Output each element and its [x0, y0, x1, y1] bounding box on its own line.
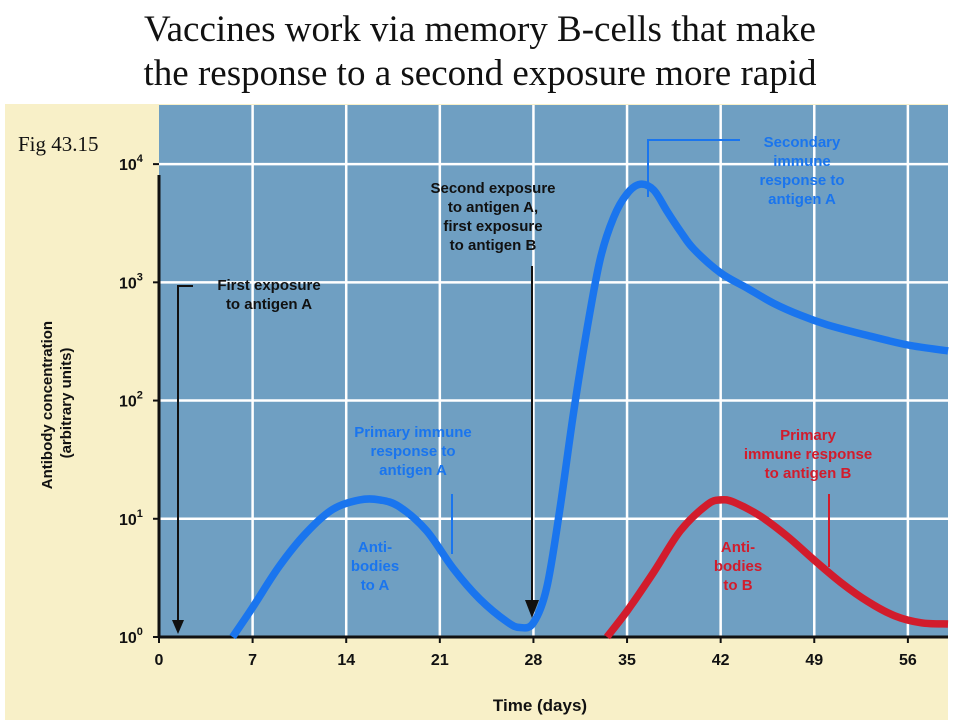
- x-tick-label: 56: [899, 652, 917, 669]
- secondary-response-label-line: antigen A: [768, 191, 836, 208]
- y-tick-label: 104: [119, 153, 144, 174]
- second-exposure-label-line: to antigen A,: [448, 199, 538, 216]
- x-tick-label: 21: [431, 652, 449, 669]
- x-tick-label: 42: [712, 652, 730, 669]
- secondary-response-label-line: Secondary: [764, 134, 841, 151]
- primary-response-a-label-line: response to: [370, 443, 455, 460]
- x-tick-label: 0: [155, 652, 164, 669]
- antibodies-b-label-line: to B: [723, 577, 752, 594]
- x-axis-label: Time (days): [493, 696, 587, 715]
- antibodies-b-label-line: Anti-: [721, 539, 755, 556]
- series-line-antigen-a: [229, 180, 949, 640]
- primary-response-b-label-line: immune response: [744, 446, 872, 463]
- tick-labels: 0 7 14 21 28 35 42 49 56 100 101 102 103 104: [119, 153, 917, 669]
- antibodies-a-label-line: bodies: [351, 558, 399, 575]
- antibodies-b-label-line: bodies: [714, 558, 762, 575]
- secondary-response-label-line: response to: [759, 172, 844, 189]
- grid-lines: [159, 105, 948, 637]
- title-line-2: the response to a second exposure more r…: [143, 53, 817, 94]
- y-axis-label-line-2: (arbitrary units): [58, 348, 75, 459]
- y-tick-label: 103: [119, 271, 143, 292]
- secondary-response-label-line: immune: [773, 153, 831, 170]
- secondary-response-pointer: [647, 139, 740, 197]
- axes: [157, 175, 948, 639]
- first-exposure-arrow: [177, 285, 193, 622]
- antibodies-a-label-line: Anti-: [358, 539, 392, 556]
- second-exposure-label-line: Second exposure: [430, 180, 555, 197]
- first-exposure-label-line: First exposure: [217, 277, 320, 294]
- y-tick-label: 100: [119, 626, 143, 647]
- x-tick-label: 49: [805, 652, 823, 669]
- first-exposure-label-line: to antigen A: [226, 296, 312, 313]
- annotations: First exposure to antigen A Second exposur…: [172, 134, 872, 634]
- series-line-antigen-b: [604, 495, 949, 640]
- title-line-1: Vaccines work via memory B-cells that ma…: [144, 9, 816, 50]
- x-tick-label: 14: [337, 652, 355, 669]
- y-axis-label: Antibody concentration (arbitrary units): [39, 317, 75, 490]
- x-tick-label: 7: [248, 652, 257, 669]
- primary-response-a-label-line: Primary immune: [354, 424, 472, 441]
- y-tick-label: 102: [119, 390, 143, 411]
- y-axis-label-line-1: Antibody concentration: [39, 321, 56, 489]
- second-exposure-arrowhead: [525, 600, 539, 618]
- primary-response-b-label-line: to antigen B: [765, 465, 852, 482]
- first-exposure-arrowhead: [172, 620, 184, 634]
- slide-title: Vaccines work via memory B-cells that ma…: [0, 8, 960, 96]
- y-tick-label: 101: [119, 508, 143, 529]
- primary-response-b-label-line: Primary: [780, 427, 837, 444]
- series-curves: [229, 180, 949, 640]
- second-exposure-label-line: first exposure: [443, 218, 542, 235]
- x-tick-label: 28: [525, 652, 543, 669]
- primary-response-a-label-line: antigen A: [379, 462, 447, 479]
- second-exposure-label-line: to antigen B: [450, 237, 537, 254]
- antibodies-a-label-line: to A: [361, 577, 390, 594]
- x-tick-label: 35: [618, 652, 636, 669]
- figure-label: Fig 43.15: [18, 132, 99, 156]
